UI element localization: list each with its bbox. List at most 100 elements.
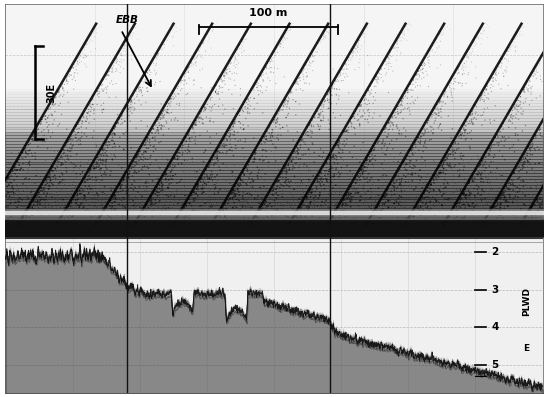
Point bbox=[151, 79, 160, 85]
Point bbox=[484, 152, 493, 158]
Point bbox=[316, 146, 325, 152]
Point bbox=[231, 206, 240, 212]
Point bbox=[499, 205, 508, 212]
Point bbox=[477, 35, 486, 42]
Point bbox=[375, 222, 384, 228]
Point bbox=[350, 110, 359, 117]
Point bbox=[241, 104, 250, 110]
Point bbox=[313, 203, 322, 209]
Point bbox=[197, 202, 206, 208]
Point bbox=[177, 160, 186, 167]
Point bbox=[512, 102, 521, 108]
Point bbox=[159, 112, 168, 119]
Point bbox=[152, 200, 161, 206]
Point bbox=[105, 67, 113, 74]
Point bbox=[63, 139, 72, 145]
Point bbox=[57, 148, 66, 154]
Point bbox=[36, 197, 44, 203]
Point bbox=[343, 216, 352, 223]
Point bbox=[355, 193, 364, 199]
Point bbox=[115, 201, 123, 208]
Point bbox=[231, 193, 239, 199]
Point bbox=[298, 202, 306, 208]
Point bbox=[296, 212, 305, 219]
Point bbox=[93, 190, 101, 197]
Point bbox=[368, 217, 376, 223]
Point bbox=[16, 206, 25, 212]
Point bbox=[28, 205, 37, 212]
Point bbox=[473, 186, 482, 193]
Point bbox=[252, 81, 260, 88]
Point bbox=[294, 75, 303, 81]
Point bbox=[498, 55, 507, 62]
Point bbox=[395, 32, 403, 38]
Point bbox=[290, 80, 299, 87]
Point bbox=[413, 76, 422, 82]
Point bbox=[359, 28, 368, 34]
Point bbox=[487, 81, 495, 88]
Point bbox=[287, 159, 296, 165]
Point bbox=[501, 136, 510, 142]
Point bbox=[487, 75, 496, 81]
Point bbox=[523, 210, 532, 216]
Point bbox=[103, 142, 112, 148]
Point bbox=[309, 197, 318, 203]
Point bbox=[288, 90, 296, 96]
Point bbox=[294, 72, 302, 79]
Point bbox=[261, 140, 270, 146]
Point bbox=[346, 198, 355, 204]
Point bbox=[157, 201, 166, 208]
Point bbox=[426, 48, 435, 54]
Point bbox=[101, 72, 110, 78]
Point bbox=[287, 154, 295, 160]
Point bbox=[304, 179, 312, 185]
Point bbox=[480, 189, 488, 195]
Point bbox=[271, 52, 279, 59]
Point bbox=[307, 201, 316, 208]
Point bbox=[164, 100, 173, 106]
Point bbox=[73, 129, 82, 136]
Point bbox=[473, 52, 482, 59]
Point bbox=[166, 169, 175, 175]
Point bbox=[267, 213, 276, 219]
Point bbox=[76, 190, 84, 197]
Point bbox=[108, 134, 117, 141]
Point bbox=[227, 191, 236, 197]
Point bbox=[118, 197, 127, 203]
Point bbox=[259, 201, 268, 207]
Point bbox=[51, 202, 60, 208]
Point bbox=[28, 197, 37, 203]
Point bbox=[228, 187, 237, 193]
Point bbox=[162, 177, 171, 184]
Point bbox=[254, 193, 262, 199]
Point bbox=[352, 219, 361, 225]
Point bbox=[136, 204, 145, 210]
Point bbox=[458, 198, 466, 205]
Point bbox=[435, 169, 443, 175]
Point bbox=[441, 153, 449, 160]
Point bbox=[486, 204, 495, 210]
Point bbox=[420, 126, 429, 132]
Point bbox=[79, 187, 88, 193]
Point bbox=[378, 174, 387, 180]
Point bbox=[31, 198, 40, 204]
Point bbox=[336, 188, 345, 195]
Point bbox=[89, 163, 98, 170]
Point bbox=[504, 198, 513, 204]
Point bbox=[274, 137, 283, 143]
Point bbox=[357, 102, 366, 108]
Point bbox=[400, 158, 409, 164]
Point bbox=[406, 153, 414, 160]
Point bbox=[335, 200, 344, 206]
Point bbox=[199, 37, 208, 43]
Point bbox=[214, 22, 222, 29]
Point bbox=[135, 220, 144, 227]
Point bbox=[111, 198, 119, 205]
Point bbox=[265, 189, 274, 195]
Point bbox=[13, 198, 21, 204]
Point bbox=[330, 85, 339, 92]
Point bbox=[206, 25, 214, 32]
Point bbox=[355, 121, 364, 128]
Point bbox=[367, 87, 376, 93]
Point bbox=[170, 117, 179, 123]
